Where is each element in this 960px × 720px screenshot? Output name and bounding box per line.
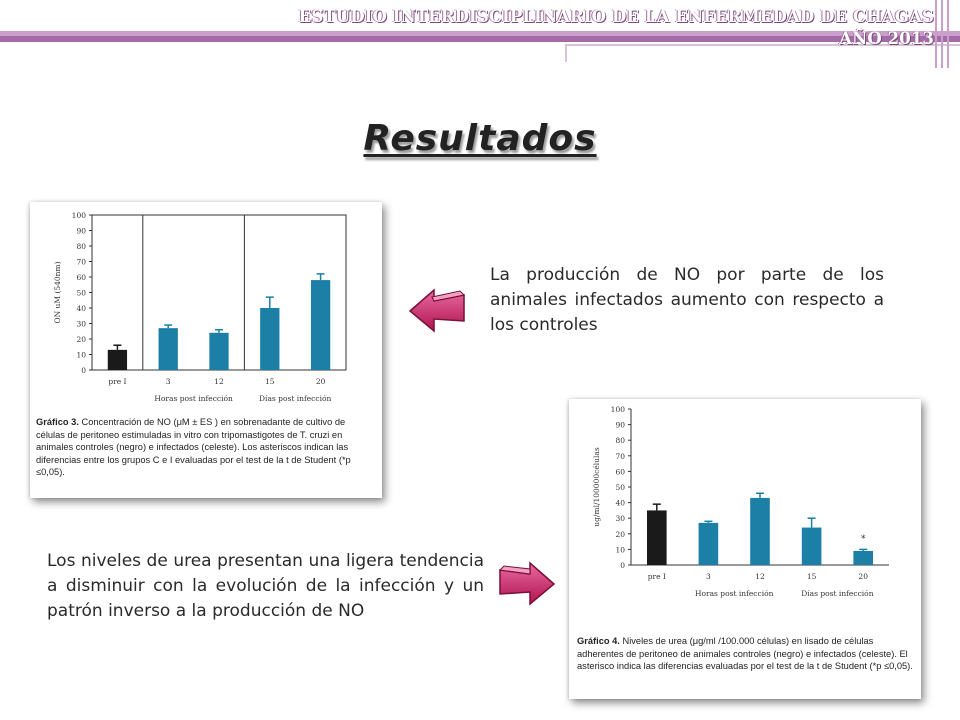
urea-result-text: Los niveles de urea presentan una ligera…	[47, 551, 484, 621]
bar	[107, 349, 128, 370]
bar	[698, 522, 719, 565]
arrow-left-icon	[408, 288, 466, 333]
x-tick-label: 12	[755, 572, 765, 581]
x-tick-label: 12	[214, 377, 224, 386]
header-stripe-frame	[565, 44, 960, 62]
y-tick-label: 10	[615, 545, 625, 554]
y-tick-label: 80	[76, 242, 86, 251]
y-tick-label: 100	[611, 405, 626, 414]
figure-caption: Gráfico 3. Concentración de NO (μM ± ES …	[36, 416, 376, 479]
no-result-text: La producción de NO por parte de los ani…	[490, 265, 884, 335]
x-tick-label: 15	[265, 377, 275, 386]
y-tick-label: 0	[81, 366, 86, 375]
x-tick-label: 20	[316, 377, 326, 386]
x-tick-label: 20	[858, 572, 868, 581]
header-title-line1: ESTUDIO INTERDISCIPLINARIO DE LA ENFERME…	[298, 7, 934, 26]
y-tick-label: 30	[615, 514, 625, 523]
caption-label: Gráfico 4.	[577, 636, 620, 646]
bar	[310, 280, 331, 370]
x-group-label: Días post infección	[801, 589, 873, 598]
bar	[209, 332, 229, 370]
y-tick-label: 20	[76, 335, 86, 344]
x-tick-label: 3	[166, 377, 171, 386]
y-tick-label: 90	[76, 227, 86, 236]
y-tick-label: 90	[615, 421, 625, 430]
x-tick-label: pre I	[648, 572, 666, 581]
figure-urea-chart: 0 10 20 30 40 50 60 70 80 90 100 ug/ml/100000célula…	[569, 399, 921, 699]
bar	[158, 328, 178, 370]
caption-text: Niveles de urea (μg/ml /100.000 células)…	[577, 636, 913, 671]
header-stripe-dark	[0, 36, 960, 42]
page-title: Resultados	[363, 118, 597, 159]
y-tick-label: 70	[615, 452, 625, 461]
header-vertical-line	[941, 0, 943, 68]
header-title: ESTUDIO INTERDISCIPLINARIO DE LA ENFERME…	[299, 6, 934, 50]
y-tick-label: 50	[76, 289, 86, 298]
y-tick-label: 60	[615, 467, 625, 476]
x-group-label: Horas post infección	[154, 394, 233, 403]
no-bar-chart: 0 10 20 30 40 50 60 70 80 90 100 ON uM (540nm) pre I…	[53, 211, 347, 403]
y-tick-label: 70	[76, 258, 86, 267]
y-tick-label: 100	[72, 211, 87, 220]
header-vertical-line	[935, 0, 937, 68]
x-tick-label: 15	[807, 572, 817, 581]
y-tick-label: 50	[615, 483, 625, 492]
arrow-right-icon	[498, 561, 556, 606]
header-vertical-line	[947, 0, 949, 68]
y-tick-label: 80	[615, 436, 625, 445]
figure-caption: Gráfico 4. Niveles de urea (μg/ml /100.0…	[577, 635, 917, 673]
y-axis-label: ON uM (540nm)	[53, 261, 62, 323]
y-tick-label: 10	[76, 351, 86, 360]
significance-marker: *	[861, 534, 866, 544]
caption-text: Concentración de NO (μM ± ES ) en sobren…	[36, 417, 351, 477]
x-group-label: Días post infección	[259, 394, 331, 403]
y-tick-label: 40	[615, 499, 625, 508]
figure-no-chart: 0 10 20 30 40 50 60 70 80 90 100 ON uM (540nm) pre I…	[30, 202, 382, 498]
bar	[801, 527, 822, 565]
y-tick-label: 40	[76, 304, 86, 313]
bar	[646, 510, 667, 565]
x-tick-label: 3	[706, 572, 711, 581]
urea-bar-chart: 0 10 20 30 40 50 60 70 80 90 100 ug/ml/100000célula…	[592, 405, 889, 598]
bar	[750, 497, 770, 565]
y-axis-label: ug/ml/100000células	[592, 447, 601, 527]
header-title-line2: AÑO 2013	[839, 29, 934, 48]
bar	[260, 308, 280, 370]
y-tick-label: 60	[76, 273, 86, 282]
y-tick-label: 30	[76, 320, 86, 329]
x-tick-label: pre I	[108, 377, 126, 386]
bar	[853, 550, 874, 565]
y-tick-label: 20	[615, 530, 625, 539]
y-tick-label: 0	[620, 561, 625, 570]
caption-label: Gráfico 3.	[36, 417, 79, 427]
x-group-label: Horas post infección	[695, 589, 774, 598]
